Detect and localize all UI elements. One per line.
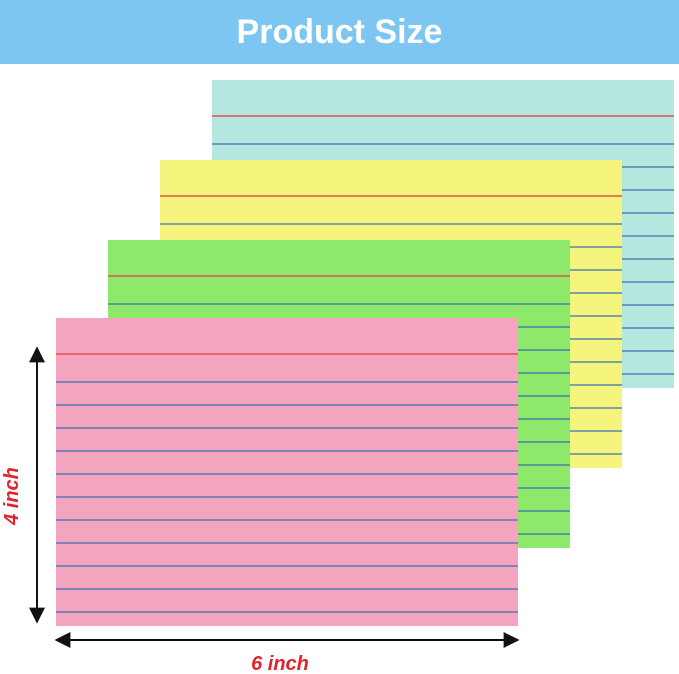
title-banner: Product Size <box>0 0 679 64</box>
index-card <box>56 318 518 626</box>
width-label: 6 inch <box>251 653 309 674</box>
cards <box>56 80 674 626</box>
height-label: 4 inch <box>1 467 23 526</box>
